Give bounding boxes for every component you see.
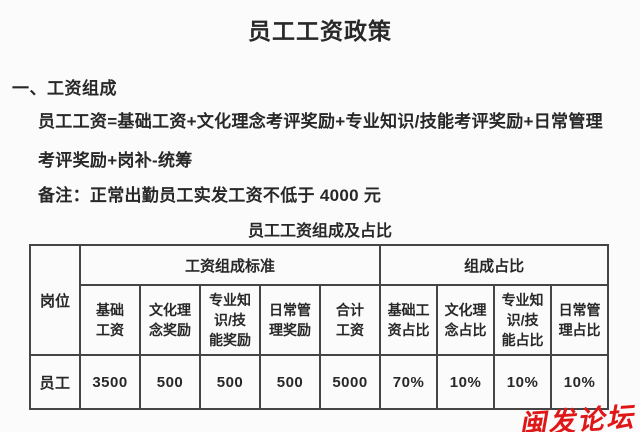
cell-position: 员工 [29,354,81,410]
column-header-culture-bonus: 文化理 念奖励 [139,284,201,356]
cell-skill-ratio: 10% [493,354,553,410]
column-header-base-wage: 基础 工资 [79,284,141,356]
column-header-management-ratio: 日常管 理占比 [550,284,610,356]
cell-management-bonus: 500 [259,354,321,410]
column-header-base-wage-ratio: 基础工 资占比 [379,284,439,356]
table-title: 员工工资组成及占比 [247,223,392,240]
column-header-skill-bonus: 专业知 识/技 能奖励 [199,284,261,356]
cell-management-ratio: 10% [550,354,610,410]
wage-formula-text: 员工工资=基础工资+文化理念考评奖励+专业知识/技能考评奖励+日常管理考评奖励+… [38,112,603,170]
section-heading-wage-composition: 一、工资组成 [12,79,117,98]
column-header-total-wage: 合计 工资 [318,284,382,356]
minimum-wage-note: 备注：正常出勤员工实发工资不低于 4000 元 [38,186,382,205]
group-header-wage-standard: 工资组成标准 [78,244,382,286]
column-header-management-bonus: 日常管 理奖励 [259,284,321,356]
cell-culture-ratio: 10% [436,354,496,410]
group-header-composition-ratio: 组成占比 [379,244,610,286]
cell-culture-bonus: 500 [139,354,201,410]
table-row-employee: 员工 3500 500 500 500 5000 70% 10% 10% 10% [29,354,610,410]
column-header-culture-ratio: 文化理 念占比 [436,284,496,356]
cell-base-wage: 3500 [79,354,141,410]
cell-total-wage: 5000 [318,354,382,410]
column-header-position: 岗位 [29,244,81,356]
wage-composition-table: 岗位 工资组成标准 组成占比 基础 工资 文化理 念奖励 专业知 识/技 能奖励… [29,244,610,410]
column-header-skill-ratio: 专业知 识/技 能占比 [493,284,553,356]
cell-base-wage-ratio: 70% [379,354,439,410]
table-sub-header-row: 基础 工资 文化理 念奖励 专业知 识/技 能奖励 日常管 理奖励 合计 工资 … [30,284,610,356]
cell-skill-bonus: 500 [199,354,261,410]
document-title: 员工工资政策 [248,18,392,44]
table-group-header-row: 岗位 工资组成标准 组成占比 [29,244,610,356]
